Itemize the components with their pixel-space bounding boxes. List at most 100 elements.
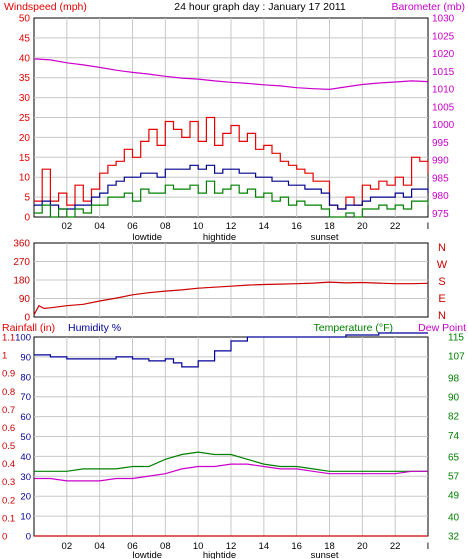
temperature-tick: 74 [448, 431, 460, 442]
humidity-tick: 90 [20, 352, 31, 363]
windspeed-tick: 25 [19, 113, 31, 124]
rainfall-tick: 1 [2, 351, 7, 362]
windspeed-tick: 20 [19, 133, 31, 144]
x-tick-label: 04 [94, 221, 105, 232]
x-tick-label: 14 [259, 221, 270, 232]
x-event-label-sunset: sunset [311, 550, 339, 559]
barometer-tick: 1005 [432, 102, 455, 113]
x-event-label-sunset: sunset [311, 232, 339, 243]
x-tick-label: 08 [160, 221, 171, 232]
x-tick-label: 18 [324, 221, 335, 232]
x-event-label-lowtide: lowtide [132, 232, 162, 243]
x-event-label-hightide: hightide [203, 232, 236, 243]
temperature-tick: 82 [448, 412, 460, 423]
wind-barometer-panel: 0510152025303540455097598098599099510001… [19, 14, 455, 244]
windspeed-tick: 30 [19, 93, 31, 104]
rainfall-tick: 0.9 [2, 369, 15, 380]
x-tick-label: 10 [193, 541, 204, 552]
temperature-axis-label: Temperature (°F) [314, 322, 393, 334]
temperature-tick: 49 [448, 491, 460, 502]
compass-letter: W [437, 259, 448, 271]
x-event-label-hightide: hightide [203, 550, 236, 559]
humidity-series [34, 332, 428, 368]
humidity-axis-label: Humidity % [68, 322, 121, 334]
windspeed-tick: 10 [19, 173, 31, 184]
x-tick-label: 18 [324, 541, 335, 552]
dewpoint-series [34, 463, 428, 482]
wind-avg-series [34, 164, 429, 210]
barometer-tick: 1020 [432, 49, 455, 60]
windspeed-tick: 0 [24, 213, 30, 224]
direction-tick: 0 [24, 313, 30, 324]
barometer-tick: 1010 [432, 85, 455, 96]
barometer-series [33, 58, 429, 91]
barometer-tick: 975 [432, 209, 449, 220]
x-event-label-lowtide: lowtide [132, 550, 162, 559]
rainfall-tick: 0.1 [2, 513, 15, 524]
humidity-tick: 0 [26, 532, 31, 543]
barometer-tick: 1030 [432, 14, 455, 25]
barometer-tick: 1015 [432, 67, 455, 78]
x-tick-label: 20 [357, 541, 368, 552]
humidity-tick: 50 [20, 432, 31, 443]
windspeed-tick: 5 [24, 193, 30, 204]
compass-letter: N [438, 242, 446, 254]
barometer-tick: 1000 [432, 120, 455, 131]
direction-tick: 270 [13, 257, 30, 268]
x-tick-label: 22 [390, 541, 401, 552]
temperature-tick: 57 [448, 472, 460, 483]
temperature-tick: 65 [448, 452, 460, 463]
humidity-tick: 80 [20, 372, 31, 383]
rainfall-tick: 0.5 [2, 441, 15, 452]
temperature-series [34, 451, 428, 472]
x-tick-label: 08 [160, 541, 171, 552]
humidity-tick: 20 [20, 492, 31, 503]
windspeed-tick: 15 [19, 153, 31, 164]
direction-tick: 360 [13, 239, 30, 250]
barometer-tick: 980 [432, 191, 449, 202]
graph-title: 24 hour graph day : January 17 2011 [174, 1, 346, 13]
x-tick-label: 02 [62, 221, 73, 232]
humidity-tick: 100 [15, 333, 31, 344]
humidity-tick: 60 [20, 412, 31, 423]
x-tick-label: 20 [357, 221, 368, 232]
x-tick-label: 02 [62, 541, 73, 552]
windspeed-axis-label: Windspeed (mph) [4, 1, 87, 13]
direction-tick: 180 [13, 276, 30, 287]
windspeed-tick: 50 [19, 14, 31, 25]
barometer-tick: 995 [432, 138, 449, 149]
x-tick-label: 10 [193, 221, 204, 232]
x-tick-label: 16 [291, 541, 302, 552]
humidity-tick: 70 [20, 392, 31, 403]
temperature-tick: 32 [448, 532, 460, 543]
rainfall-tick: 0.2 [2, 495, 15, 506]
humidity-tick: 10 [20, 512, 31, 523]
temperature-tick: 40 [448, 512, 460, 523]
x-tick-label: 16 [291, 221, 302, 232]
x-tick-label: 12 [226, 541, 237, 552]
humidity-tick: 40 [20, 452, 31, 463]
rain-humidity-temperature-panel: 0 0.1 0.2 0.3 0.4 0.5 0.6 0.7 0.8 0.9 1 1.1 0 10 20 30 4… [2, 332, 465, 559]
rainfall-tick: 0.7 [2, 405, 15, 416]
windspeed-tick: 35 [19, 73, 31, 84]
rainfall-axis-label: Rainfall (in) [2, 322, 55, 334]
temperature-tick: 98 [448, 373, 460, 384]
x-tick-label: I [427, 541, 430, 552]
compass-letter: E [438, 293, 445, 305]
temperature-tick: 90 [448, 392, 460, 403]
barometer-tick: 985 [432, 173, 449, 184]
rainfall-tick: 0.3 [2, 477, 15, 488]
wind-gust-series [34, 116, 429, 210]
x-tick-label: 06 [127, 221, 138, 232]
compass-letter: N [438, 310, 446, 322]
barometer-tick: 1025 [432, 31, 455, 42]
compass-letter: S [438, 276, 445, 288]
direction-tick: 90 [19, 294, 31, 305]
temperature-tick: 115 [448, 333, 464, 344]
wind-low-series [34, 180, 429, 218]
x-tick-label: 12 [226, 221, 237, 232]
wind-direction-series [33, 281, 429, 316]
x-tick-label: I [427, 221, 430, 232]
